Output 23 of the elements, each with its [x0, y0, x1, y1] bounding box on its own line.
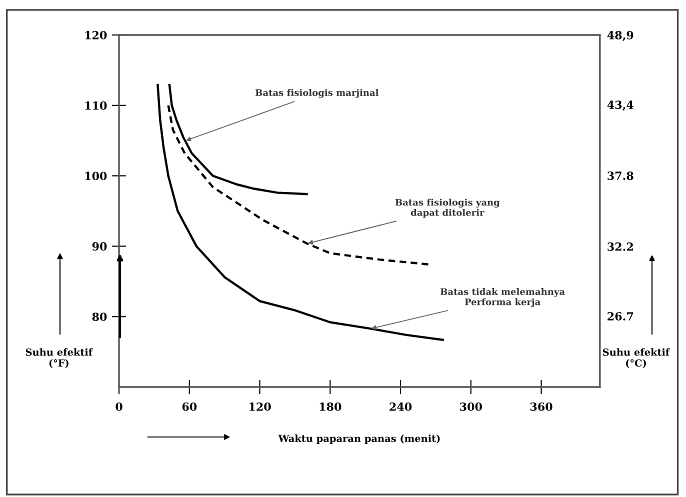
annotation: Batas fisiologis yang dapat ditolerir: [395, 198, 500, 218]
x-tick-label: 240: [390, 402, 412, 411]
annotation: Batas fisiologis marjinal: [256, 88, 379, 98]
y-tick-label: 110: [85, 101, 107, 110]
x-tick-label: 300: [460, 402, 482, 411]
y2-axis-title: Suhu efektif (°C): [602, 348, 670, 368]
x-tick-label: 120: [250, 402, 271, 411]
y-tick-label: 120: [85, 30, 107, 40]
x-tick-label: 360: [530, 402, 552, 411]
x-axis-title: Waktu paparan panas (menit): [278, 434, 440, 444]
y2-tick-label: 37.8: [608, 172, 634, 180]
y-tick-label: 100: [85, 172, 107, 180]
y2-tick-label: 48,9: [607, 30, 634, 42]
annotation: Batas tidak melemahnya Performa kerja: [440, 288, 565, 308]
y2-tick-label: 32.2: [608, 242, 633, 251]
y2-tick-label: 26.7: [608, 312, 633, 320]
x-tick-label: 60: [182, 402, 197, 411]
y-tick-label: 90: [92, 242, 107, 251]
y-tick-label: 80: [92, 312, 107, 321]
x-tick-label: 0: [116, 402, 122, 411]
x-tick-label: 180: [320, 402, 342, 411]
y2-tick-label: 43,4: [607, 100, 634, 111]
y-axis-title: Suhu efektif (°F): [26, 348, 94, 368]
